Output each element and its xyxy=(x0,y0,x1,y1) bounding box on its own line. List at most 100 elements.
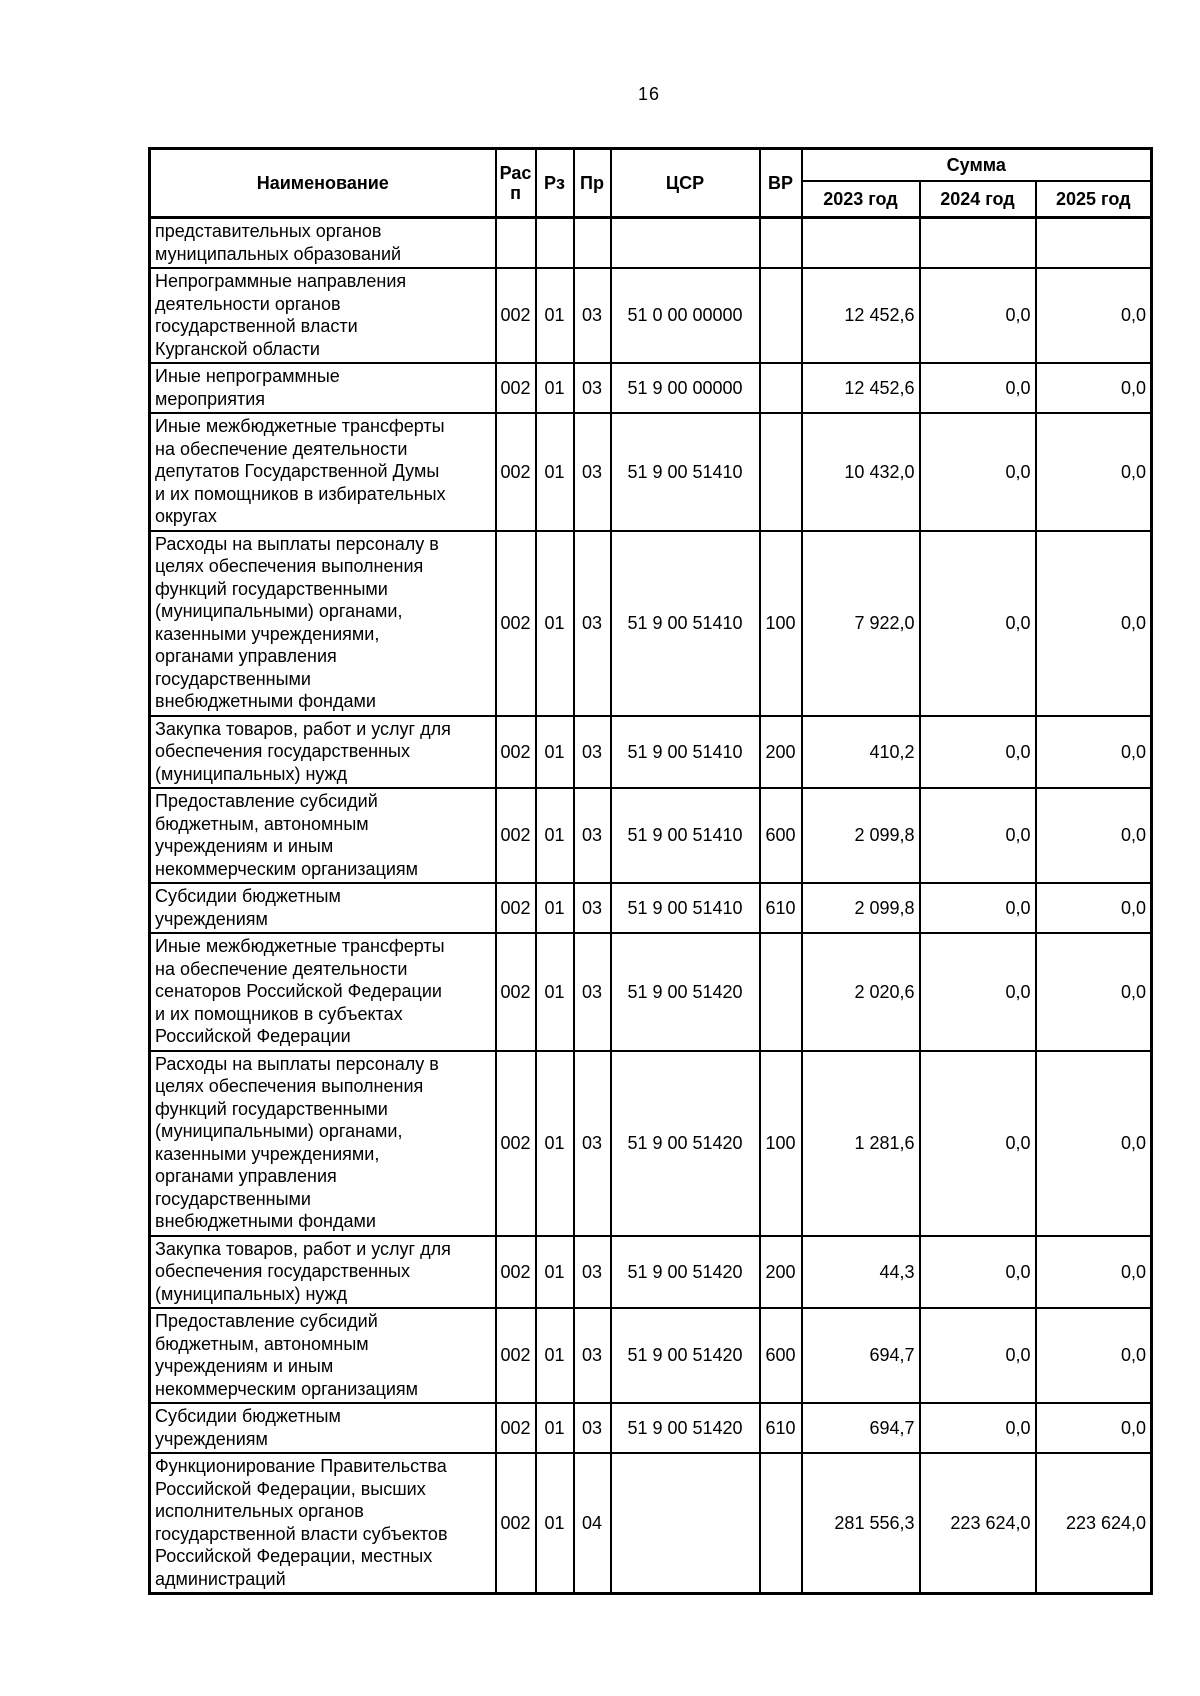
cell-rasp: 002 xyxy=(494,412,537,532)
cell-rz: 01 xyxy=(534,1452,575,1595)
cell-csr: 51 9 00 51420 xyxy=(609,1049,761,1237)
header-pr: Пр xyxy=(572,147,612,219)
header-year-2023: 2023 год xyxy=(800,180,921,219)
cell-csr: 51 9 00 51410 xyxy=(609,882,761,934)
cell-pr: 03 xyxy=(572,882,612,934)
cell-csr xyxy=(609,216,761,269)
cell-name: Функционирование Правительства Российско… xyxy=(148,1452,497,1595)
cell-pr: 03 xyxy=(572,1307,612,1404)
cell-pr xyxy=(572,216,612,269)
cell-2024: 0,0 xyxy=(918,787,1037,884)
cell-name: Предоставление субсидий бюджетным, автон… xyxy=(148,1307,497,1404)
cell-2023: 410,2 xyxy=(800,714,921,789)
cell-2025: 0,0 xyxy=(1034,932,1153,1052)
table-row: Непрограммные направления деятельности о… xyxy=(148,267,1153,364)
cell-vr: 600 xyxy=(758,1307,803,1404)
cell-2023: 12 452,6 xyxy=(800,267,921,364)
cell-name: Субсидии бюджетным учреждениям xyxy=(148,882,497,934)
cell-2024: 0,0 xyxy=(918,1049,1037,1237)
cell-name: Предоставление субсидий бюджетным, автон… xyxy=(148,787,497,884)
cell-2024: 0,0 xyxy=(918,267,1037,364)
table-row: Иные непрограммные мероприятия 002 01 03 51 … xyxy=(148,362,1153,414)
table-row: Иные межбюджетные трансферты на обеспече… xyxy=(148,932,1153,1052)
cell-2023: 281 556,3 xyxy=(800,1452,921,1595)
table-row: Функционирование Правительства Российско… xyxy=(148,1452,1153,1595)
header-name: Наименование xyxy=(148,147,497,219)
cell-2025: 0,0 xyxy=(1034,1049,1153,1237)
cell-rz: 01 xyxy=(534,529,575,717)
cell-rasp: 002 xyxy=(494,1452,537,1595)
cell-rz: 01 xyxy=(534,1307,575,1404)
cell-rz: 01 xyxy=(534,412,575,532)
table-row: Иные межбюджетные трансферты на обеспече… xyxy=(148,412,1153,532)
cell-name: представительных органов муниципальных о… xyxy=(148,216,497,269)
cell-pr: 04 xyxy=(572,1452,612,1595)
header-csr: ЦСР xyxy=(609,147,761,219)
cell-rz xyxy=(534,216,575,269)
cell-2023: 694,7 xyxy=(800,1307,921,1404)
cell-rasp: 002 xyxy=(494,882,537,934)
cell-pr: 03 xyxy=(572,529,612,717)
cell-2023: 694,7 xyxy=(800,1402,921,1454)
cell-vr: 100 xyxy=(758,1049,803,1237)
cell-2023: 44,3 xyxy=(800,1234,921,1309)
cell-2025 xyxy=(1034,216,1153,269)
cell-rasp: 002 xyxy=(494,529,537,717)
cell-csr: 51 9 00 51420 xyxy=(609,1402,761,1454)
cell-2025: 0,0 xyxy=(1034,882,1153,934)
header-row-years: 2023 год 2024 год 2025 год xyxy=(150,180,1153,219)
cell-csr: 51 9 00 51420 xyxy=(609,1234,761,1309)
cell-rz: 01 xyxy=(534,1049,575,1237)
cell-rasp: 002 xyxy=(494,362,537,414)
cell-name: Субсидии бюджетным учреждениям xyxy=(148,1402,497,1454)
cell-rasp: 002 xyxy=(494,1049,537,1237)
table-row: Предоставление субсидий бюджетным, автон… xyxy=(148,1307,1153,1404)
cell-vr xyxy=(758,362,803,414)
cell-csr: 51 9 00 51410 xyxy=(609,787,761,884)
cell-rz: 01 xyxy=(534,882,575,934)
table-row: Субсидии бюджетным учреждениям 002 01 03 51 … xyxy=(148,1402,1153,1454)
cell-name: Расходы на выплаты персоналу в целях обе… xyxy=(148,1049,497,1237)
cell-vr xyxy=(758,216,803,269)
cell-rasp: 002 xyxy=(494,932,537,1052)
cell-rz: 01 xyxy=(534,362,575,414)
cell-2025: 0,0 xyxy=(1034,787,1153,884)
cell-2023: 7 922,0 xyxy=(800,529,921,717)
cell-vr: 610 xyxy=(758,882,803,934)
cell-name: Иные межбюджетные трансферты на обеспече… xyxy=(148,932,497,1052)
cell-2023 xyxy=(800,216,921,269)
cell-vr xyxy=(758,1452,803,1595)
cell-pr: 03 xyxy=(572,267,612,364)
cell-2024: 0,0 xyxy=(918,882,1037,934)
cell-pr: 03 xyxy=(572,714,612,789)
cell-2024: 0,0 xyxy=(918,529,1037,717)
cell-rasp: 002 xyxy=(494,1234,537,1309)
table-row: Расходы на выплаты персоналу в целях обе… xyxy=(148,1049,1153,1237)
cell-rasp: 002 xyxy=(494,714,537,789)
cell-vr xyxy=(758,932,803,1052)
cell-pr: 03 xyxy=(572,1234,612,1309)
page-number: 16 xyxy=(637,84,661,104)
cell-vr: 600 xyxy=(758,787,803,884)
cell-rasp: 002 xyxy=(494,1307,537,1404)
cell-csr: 51 0 00 00000 xyxy=(609,267,761,364)
cell-vr xyxy=(758,412,803,532)
cell-2023: 2 099,8 xyxy=(800,787,921,884)
cell-csr: 51 9 00 51420 xyxy=(609,1307,761,1404)
table-row: Субсидии бюджетным учреждениям 002 01 03 51 … xyxy=(148,882,1153,934)
cell-2023: 2 020,6 xyxy=(800,932,921,1052)
cell-2025: 0,0 xyxy=(1034,412,1153,532)
cell-rasp: 002 xyxy=(494,787,537,884)
header-year-2025: 2025 год xyxy=(1034,180,1153,219)
cell-2025: 0,0 xyxy=(1034,1307,1153,1404)
cell-name: Иные межбюджетные трансферты на обеспече… xyxy=(148,412,497,532)
cell-rz: 01 xyxy=(534,714,575,789)
cell-2024: 0,0 xyxy=(918,932,1037,1052)
cell-vr: 100 xyxy=(758,529,803,717)
table-row: представительных органов муниципальных о… xyxy=(148,216,1153,269)
cell-2024 xyxy=(918,216,1037,269)
cell-2025: 0,0 xyxy=(1034,1402,1153,1454)
cell-vr xyxy=(758,267,803,364)
cell-csr: 51 9 00 00000 xyxy=(609,362,761,414)
